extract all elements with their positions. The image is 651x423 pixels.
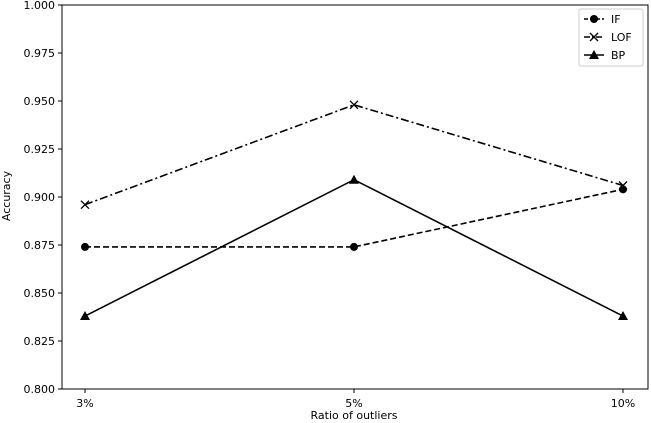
y-tick-label: 0.850 [24,287,56,300]
series-bp-point [349,174,359,184]
series-lof-point [349,100,359,110]
legend-bp-point [589,50,599,59]
plot-frame [61,4,649,390]
series-bp-point [80,311,90,321]
legend: IF LOF BP [578,8,644,67]
y-tick-label: 1.000 [24,0,56,12]
legend-if-label: IF [611,13,621,26]
series-if-line [85,188,624,248]
series-if-point [350,242,358,251]
legend-bp-label: BP [611,49,626,62]
series-if-point [81,242,89,251]
x-axis: 3% 5% 10% [76,389,635,410]
y-tick-label: 0.875 [24,239,56,252]
legend-if-entry: IF [584,13,621,26]
series-bp [80,174,628,321]
plot-border [61,4,649,390]
legend-box [578,8,644,67]
y-tick-label: 0.800 [24,383,56,396]
x-tick-label: 10% [611,397,635,410]
y-tick-label: 0.825 [24,335,56,348]
series-if-point [619,185,627,194]
legend-bp-entry: BP [584,49,626,62]
legend-lof-label: LOF [611,31,632,44]
y-tick-label: 0.925 [24,143,56,156]
series-bp-point [618,311,628,321]
y-tick-label: 0.900 [24,191,56,204]
series-layer [80,100,628,321]
x-tick-label: 3% [76,397,93,410]
y-tick-label: 0.950 [24,95,56,108]
legend-if-point [590,15,598,23]
series-lof [80,100,628,210]
series-lof-point [618,181,628,190]
x-tick-label: 5% [345,397,362,410]
y-axis-title: Accuracy [0,170,13,221]
y-axis: 0.800 0.825 0.850 0.875 0.900 0.925 0.950 0.975… [24,0,62,396]
y-tick-label: 0.975 [24,47,56,60]
series-lof-line [84,103,624,206]
series-if [81,185,627,251]
legend-lof-entry: LOF [584,31,632,44]
legend-lof-point [589,32,599,42]
series-lof-point [80,200,90,210]
x-axis-title: Ratio of outliers [311,409,398,422]
